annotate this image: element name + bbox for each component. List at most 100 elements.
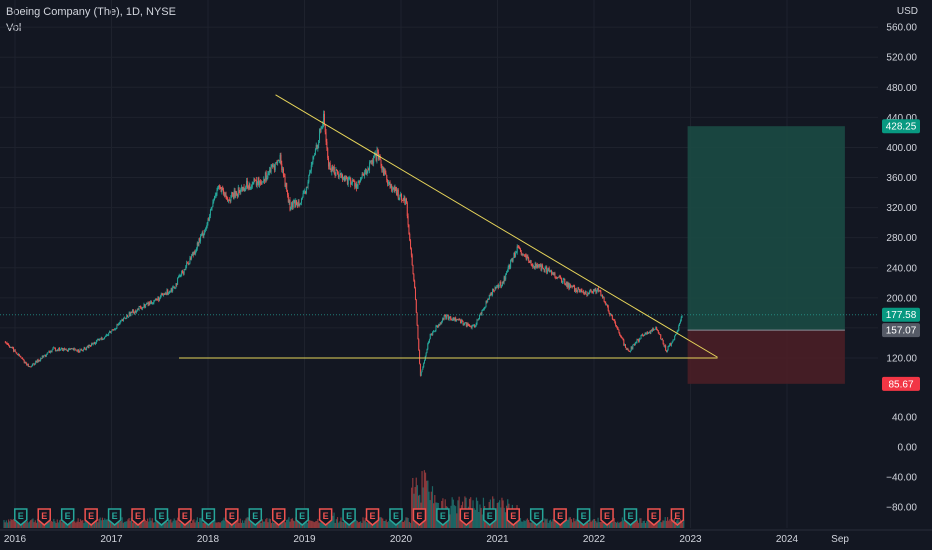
candle-body [493, 290, 495, 292]
candle-body [218, 185, 220, 188]
candle-body [139, 306, 141, 307]
candle-body [638, 338, 640, 342]
candle-body [298, 201, 300, 205]
volume-bar [209, 522, 211, 528]
candle-body [182, 273, 184, 274]
candle-body [31, 363, 33, 367]
candle-body [405, 198, 407, 204]
candle-body [111, 329, 113, 332]
candle-body [671, 341, 673, 344]
volume-bar [321, 522, 324, 528]
volume-bar [329, 516, 332, 528]
candle-body [332, 166, 334, 170]
volume-bar [624, 521, 626, 528]
candle-body [592, 292, 594, 294]
candle-body [251, 183, 253, 188]
candle-body [410, 240, 412, 249]
candle-body [487, 299, 489, 300]
candle-body [207, 219, 209, 223]
volume-bar [621, 517, 623, 528]
volume-bar [194, 522, 196, 528]
candle-body [96, 339, 98, 341]
candle-body [676, 331, 678, 334]
candle-body [478, 319, 480, 321]
earnings-marker-icon [131, 508, 145, 526]
candle-body [318, 140, 320, 146]
candle-body [656, 330, 658, 331]
volume-bar [646, 521, 648, 528]
candle-body [232, 192, 234, 194]
candle-body [364, 171, 366, 176]
volume-bar [272, 521, 274, 528]
candle-body [63, 348, 65, 350]
volume-bar [15, 521, 17, 528]
candle-body [329, 163, 331, 170]
volume-bar [203, 519, 205, 528]
candle-body [395, 187, 397, 190]
candle-body [659, 334, 661, 336]
volume-bar [347, 522, 349, 528]
candle-body [104, 337, 106, 339]
volume-tick-label: −80.00 [886, 503, 917, 514]
volume-bar [25, 522, 27, 528]
volume-bar [474, 509, 476, 528]
candle-body [372, 160, 374, 164]
volume-bar [316, 520, 318, 528]
volume-bar [16, 517, 18, 528]
candle-body [8, 344, 10, 346]
volume-bar [57, 522, 60, 528]
earnings-marker-icon [248, 508, 263, 526]
volume-bar [596, 522, 598, 528]
candle-body [501, 285, 503, 287]
volume-bar [643, 520, 645, 528]
earnings-marker-icon [295, 508, 309, 526]
candle-body [454, 317, 456, 321]
earnings-marker-icon [506, 508, 520, 526]
candle-body [34, 363, 36, 365]
candle-body [250, 187, 252, 189]
volume-bar [588, 522, 590, 528]
volume-bar [162, 522, 164, 528]
candle-body [379, 155, 381, 160]
volume-bar [617, 521, 619, 528]
candle-body [165, 293, 167, 295]
candle-body [549, 271, 551, 273]
candle-body [423, 363, 425, 368]
candle-body [451, 319, 453, 321]
volume-bar [206, 521, 208, 528]
candle-body [658, 332, 660, 335]
price-tick-label: 480.00 [886, 83, 917, 94]
time-tick-label: 2016 [4, 534, 27, 545]
candle-body [302, 192, 304, 197]
candle-body [55, 350, 57, 352]
candle-body [514, 252, 516, 257]
candle-body [309, 170, 311, 173]
candle-body [367, 168, 369, 172]
volume-bar [339, 521, 341, 528]
volume-bar [423, 470, 425, 528]
earnings-marker-icon [201, 508, 216, 526]
candle-body [240, 189, 242, 193]
volume-bar [257, 522, 259, 528]
candle-body [459, 319, 461, 321]
candle-body [466, 323, 468, 327]
volume-bar [591, 520, 593, 528]
candle-body [127, 315, 129, 318]
candle-body [53, 347, 55, 349]
volume-bar [662, 520, 664, 528]
candle-body [15, 351, 17, 353]
candle-body [508, 264, 510, 268]
candle-body [373, 153, 375, 156]
volume-bar [72, 520, 75, 528]
candle-body [547, 268, 549, 270]
candle-body [323, 113, 325, 125]
candle-body [76, 350, 78, 352]
candle-body [54, 347, 56, 351]
volume-bar [475, 497, 478, 528]
volume-bar [354, 517, 356, 528]
candle-body [75, 349, 77, 351]
candle-body [273, 166, 275, 170]
candle-body [18, 353, 20, 357]
candle-body [297, 201, 299, 207]
